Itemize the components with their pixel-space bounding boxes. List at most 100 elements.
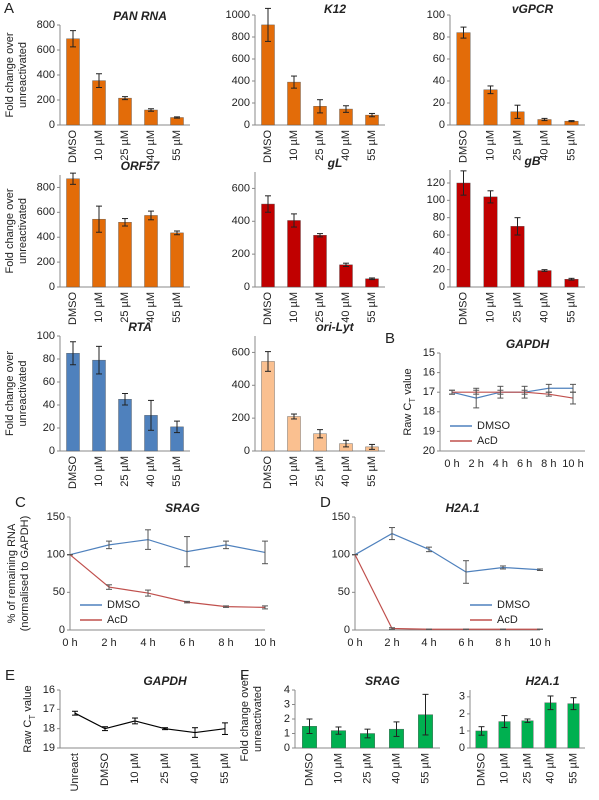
y-tick-label: 0 — [244, 445, 250, 457]
x-tick-label: DMSO — [67, 130, 79, 163]
y-tick-label: 800 — [37, 19, 55, 31]
y-tick-label: 600 — [232, 346, 250, 358]
x-tick-label: 25 µM — [314, 456, 326, 487]
x-tick-label: 40 µM — [340, 130, 352, 161]
x-tick-label: 4 h — [140, 637, 155, 649]
error-bar — [364, 728, 371, 739]
y-axis-label-part: value — [22, 685, 34, 714]
x-tick-label: DMSO — [303, 753, 315, 786]
x-tick-label: DMSO — [475, 753, 487, 786]
error-bar — [568, 277, 575, 281]
y-tick-label: 400 — [37, 231, 55, 243]
x-tick-label: 10 µM — [288, 292, 300, 323]
chart-title: H2A.1 — [445, 501, 479, 515]
y-tick-label: 400 — [232, 379, 250, 391]
y-tick-label: 600 — [232, 182, 250, 194]
x-tick-label: 40 µM — [390, 753, 402, 784]
bar — [483, 196, 498, 288]
y-tick-label: 0 — [439, 119, 445, 131]
error-bar — [291, 75, 297, 89]
y-tick-label: 80 — [433, 212, 445, 224]
chart-title: SRAG — [165, 501, 200, 515]
y-tick-label: 0 — [59, 624, 65, 636]
y-tick-label: 40 — [433, 246, 445, 258]
y-tick-label: 40 — [433, 75, 445, 87]
x-tick-label: 55 µM — [565, 292, 577, 323]
x-tick-label: 25 µM — [361, 753, 373, 784]
y-tick-label: 50 — [338, 586, 350, 598]
x-tick-label: 25 µM — [511, 292, 523, 323]
y-tick-label: 2 — [284, 713, 290, 725]
x-tick-label: 25 µM — [511, 130, 523, 161]
x-tick-label: 40 µM — [145, 130, 157, 161]
y-tick-label: 20 — [433, 97, 445, 109]
y-tick-label: 16 — [43, 684, 55, 696]
error-bar — [262, 540, 268, 565]
x-tick-label: 4 h — [493, 458, 508, 470]
y-axis-label-part: Raw C — [402, 403, 414, 436]
error-bar — [537, 568, 543, 571]
y-tick-label: 0 — [244, 119, 250, 131]
error-bar — [162, 727, 168, 731]
error-bar — [223, 540, 229, 550]
chart-title: ori-Lyt — [316, 320, 354, 334]
y-tick-label: 400 — [232, 75, 250, 87]
x-tick-label: DMSO — [67, 456, 79, 489]
x-tick-label: 25 µM — [159, 753, 171, 784]
bar — [66, 353, 80, 452]
y-axis-label: Fold change over — [4, 188, 16, 273]
chart-title: gB — [524, 154, 541, 168]
y-tick-label: 20 — [43, 422, 55, 434]
y-tick-label: 60 — [433, 229, 445, 241]
y-tick-label: 16 — [423, 367, 435, 379]
y-axis-label-sub: T — [28, 715, 37, 720]
error-bar — [145, 529, 151, 550]
error-bar — [426, 546, 432, 553]
error-bar — [478, 726, 485, 736]
x-tick-label: 4 h — [421, 637, 436, 649]
y-tick-label: 60 — [433, 53, 445, 65]
y-tick-label: 0 — [284, 742, 290, 754]
x-tick-label: 40 µM — [340, 292, 352, 323]
bar — [66, 38, 80, 126]
x-tick-label: 25 µM — [521, 753, 533, 784]
x-tick-label: 10 µM — [498, 753, 510, 784]
y-tick-label: 400 — [37, 69, 55, 81]
x-tick-label: 40 µM — [538, 292, 550, 323]
error-bar — [545, 391, 552, 397]
panel-label: A — [4, 0, 14, 17]
error-bar — [184, 600, 190, 604]
x-tick-label: 10 µM — [93, 292, 105, 323]
y-tick-label: 0 — [244, 281, 250, 293]
x-tick-label: 55 µM — [567, 753, 579, 784]
bar — [144, 109, 158, 126]
error-bar — [570, 391, 576, 405]
error-bar — [222, 722, 228, 735]
error-bar — [192, 727, 198, 738]
bar — [521, 720, 534, 749]
y-tick-label: 100 — [427, 194, 445, 206]
y-axis-label-part: value — [402, 368, 414, 397]
error-bar — [460, 26, 467, 39]
bar — [144, 215, 158, 288]
series-line — [354, 532, 541, 573]
x-tick-label: 2 h — [384, 637, 399, 649]
y-axis-label: Fold change over — [239, 676, 251, 761]
legend-label: AcD — [107, 614, 128, 626]
x-tick-label: DMSO — [262, 292, 274, 325]
x-tick-label: 0 h — [444, 458, 459, 470]
x-tick-label: 2 h — [469, 458, 484, 470]
panel-label: E — [5, 667, 15, 684]
chart-title: H2A.1 — [525, 674, 559, 688]
error-bar — [547, 695, 554, 711]
error-bar — [460, 170, 467, 196]
x-tick-label: 10 µM — [288, 456, 300, 487]
x-tick-label: 8 h — [541, 458, 556, 470]
y-tick-label: 600 — [232, 53, 250, 65]
y-tick-label: 800 — [37, 181, 55, 193]
series-line — [452, 391, 574, 399]
series-line — [74, 712, 226, 734]
x-tick-label: DMSO — [457, 130, 469, 163]
error-bar — [70, 341, 76, 366]
x-tick-label: DMSO — [457, 292, 469, 325]
